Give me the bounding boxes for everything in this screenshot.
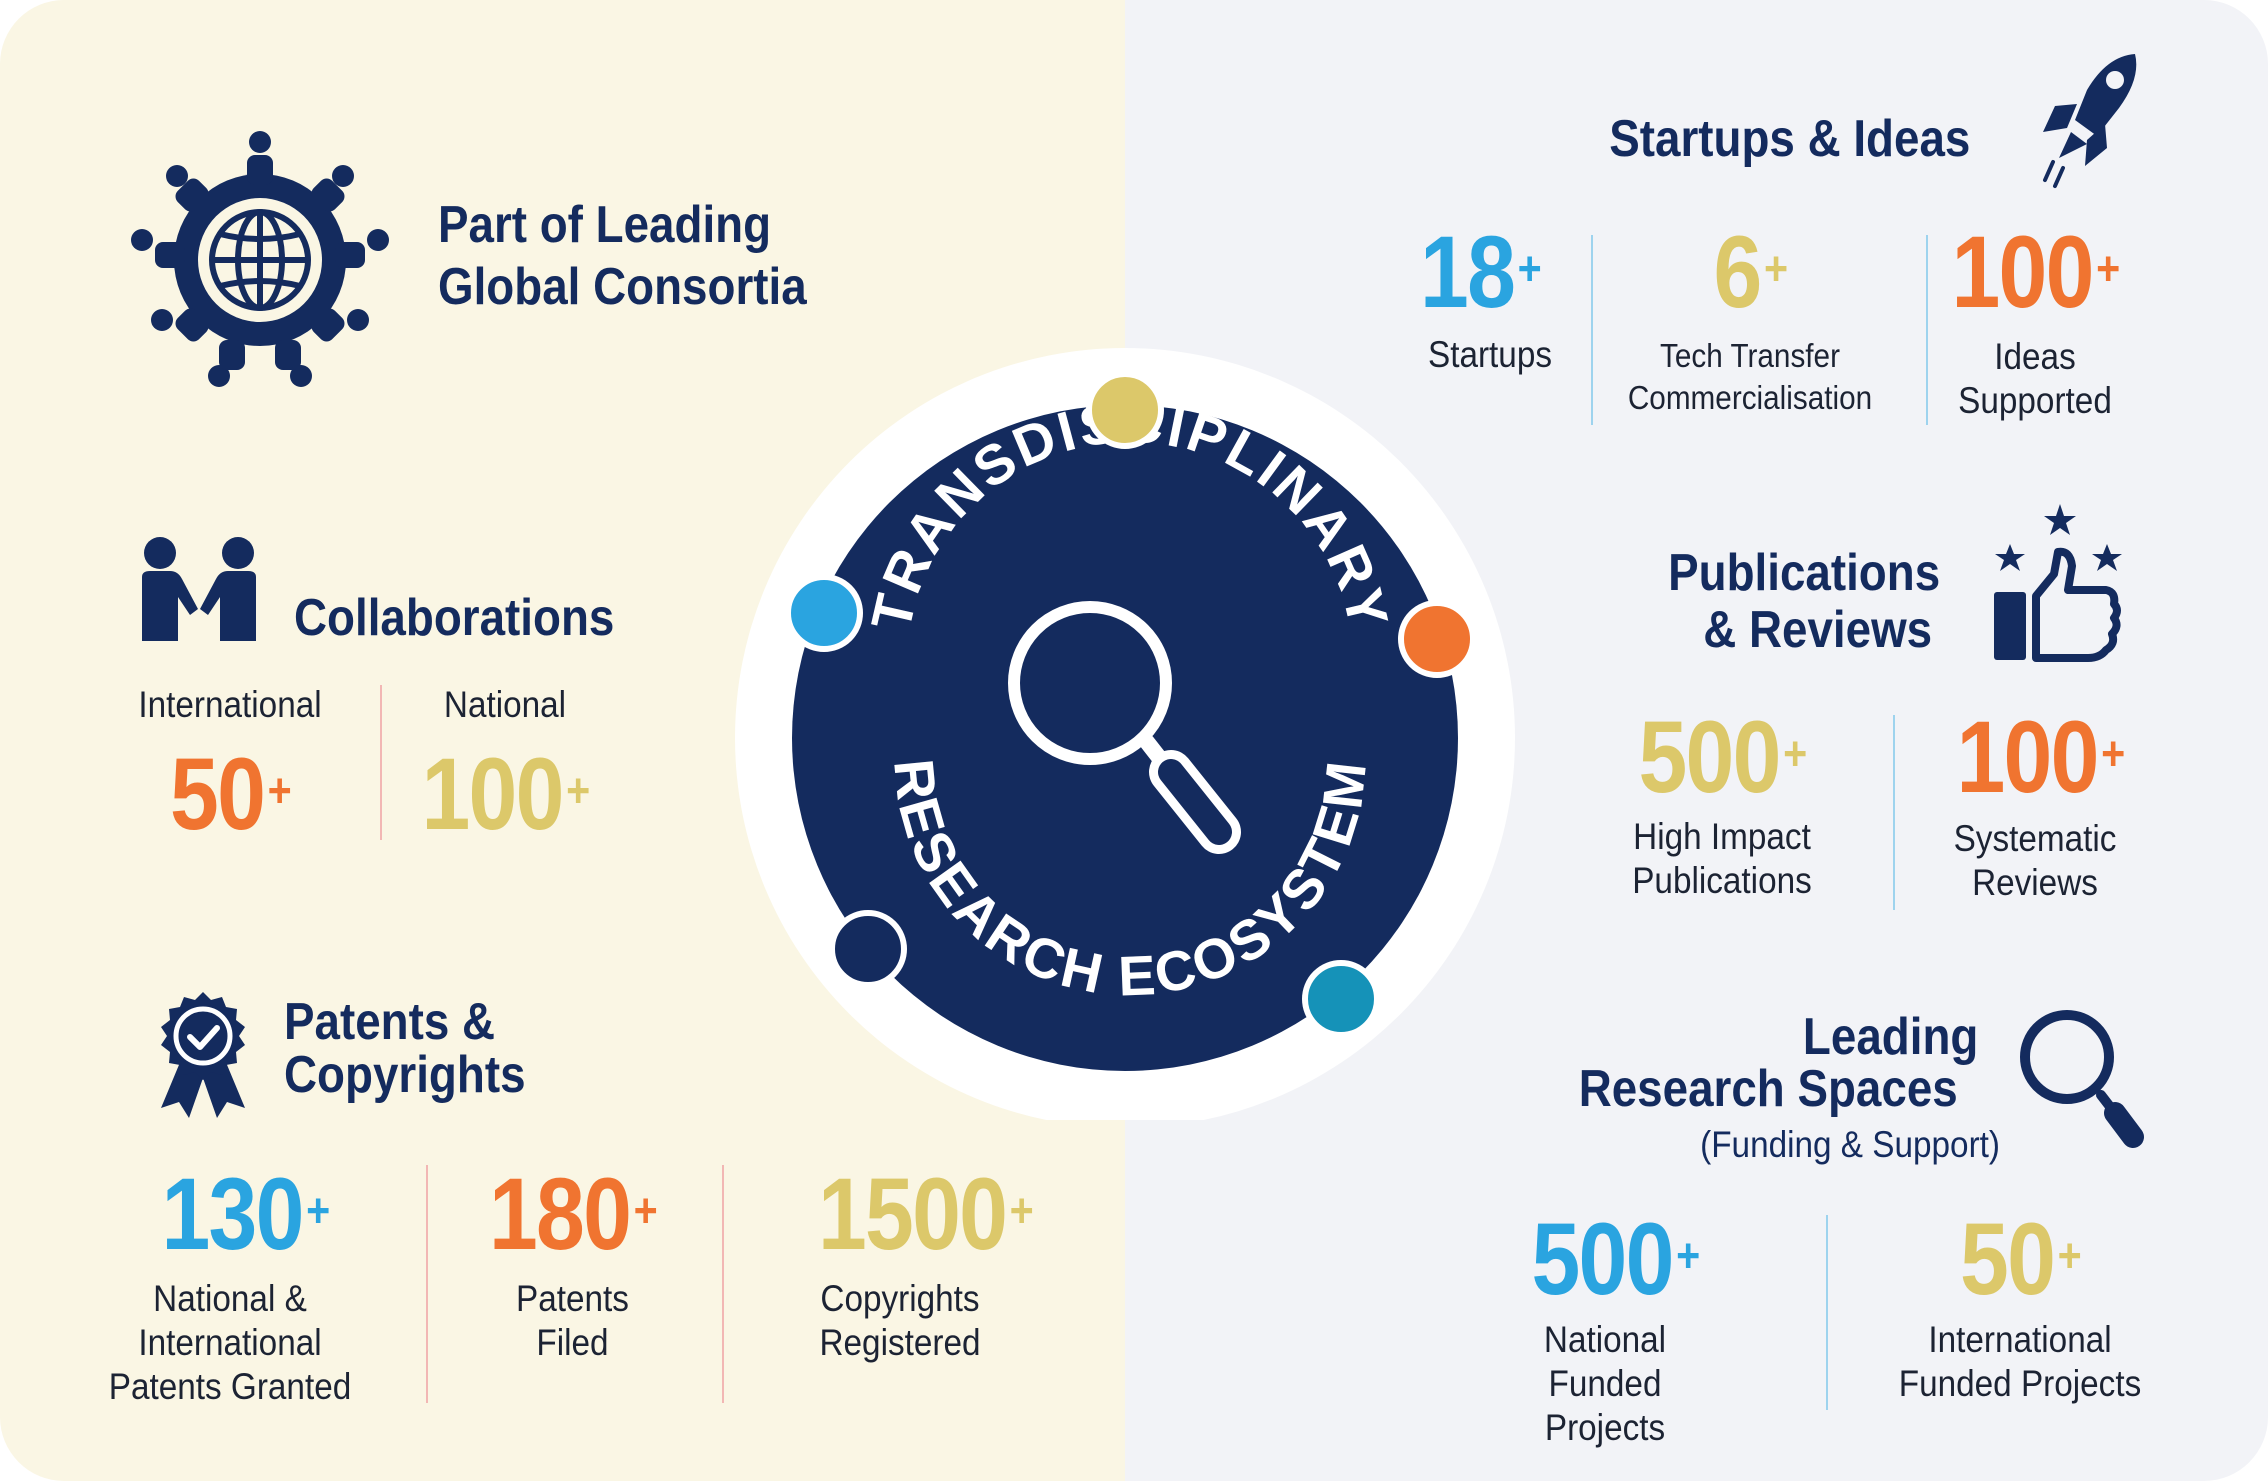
stat-label-national-funded: National Funded Projects: [1543, 1319, 1667, 1448]
stat-reviews: 100+: [1956, 700, 2125, 814]
stat-label-patents-filed: Patents Filed: [516, 1278, 629, 1363]
patents-title-line1: Patents &: [284, 993, 496, 1051]
divider: [1591, 235, 1593, 425]
stat-label-national: National: [443, 684, 567, 725]
stat-national-funded: 500+: [1531, 1202, 1700, 1316]
magnifier-icon: [1008, 601, 1241, 854]
dot-navy: [829, 910, 907, 988]
search-icon: [2020, 1010, 2144, 1148]
stat-label-international-funded: International Funded Projects: [1898, 1319, 2142, 1404]
stat-label-ideas: Ideas Supported: [1958, 336, 2112, 421]
stat-startups: 18+: [1420, 215, 1542, 329]
stat-copyrights: 1500+: [817, 1157, 1034, 1271]
startups-title: Startups & Ideas: [1608, 110, 1970, 168]
thumbs-up-stars-icon: [1994, 504, 2122, 662]
handshake-people-icon: [142, 537, 256, 641]
stat-tech-transfer: 6+: [1713, 215, 1789, 329]
stat-publications: 500+: [1638, 700, 1807, 814]
divider: [1826, 1215, 1828, 1410]
consortia-title-line2: Global Consortia: [438, 258, 807, 316]
research-title-line2: Research Spaces: [1578, 1060, 1958, 1118]
dot-orange: [1398, 600, 1476, 678]
global-community-icon: [131, 131, 389, 387]
stat-patents-granted: 130+: [161, 1157, 330, 1271]
stat-label-copyrights: Copyrights Registered: [819, 1278, 981, 1363]
rocket-icon: [2043, 54, 2137, 188]
center-emblem: TRANSDISCIPLINARY RESEARCH ECOSYSTEM: [735, 348, 1515, 1120]
research-title-line1: Leading: [1802, 1008, 1978, 1066]
stat-international-funded: 50+: [1960, 1202, 2082, 1316]
stat-label-tech-transfer: Tech Transfer Commercialisation: [1627, 337, 1873, 416]
collaborations-title: Collaborations: [294, 589, 615, 647]
divider: [1893, 715, 1895, 910]
stat-label-startups: Startups: [1427, 334, 1553, 375]
divider: [380, 685, 382, 840]
stat-international-collab: 50+: [170, 737, 292, 851]
patents-title-line2: Copyrights: [284, 1046, 526, 1104]
divider: [1926, 235, 1928, 425]
stat-label-patents-granted: National & International Patents Granted: [108, 1278, 352, 1407]
stat-label-international: International: [138, 684, 322, 725]
research-subtitle: (Funding & Support): [1700, 1124, 2000, 1165]
publications-title-line1: Publications: [1667, 544, 1940, 602]
dot-teal: [1302, 960, 1380, 1038]
stat-label-reviews: Systematic Reviews: [1953, 818, 2117, 903]
dot-blue: [785, 574, 863, 652]
stat-national-collab: 100+: [421, 737, 590, 851]
stat-patents-filed: 180+: [488, 1157, 658, 1271]
dot-gold: [1086, 371, 1164, 449]
award-badge-icon: [161, 992, 245, 1118]
divider: [722, 1165, 724, 1403]
publications-title-line2: & Reviews: [1703, 601, 1932, 659]
stat-ideas: 100+: [1951, 215, 2120, 329]
emblem-disc: [792, 405, 1458, 1071]
divider: [426, 1165, 428, 1403]
consortia-title-line1: Part of Leading: [438, 196, 772, 254]
stat-label-publications: High Impact Publications: [1632, 816, 1812, 901]
